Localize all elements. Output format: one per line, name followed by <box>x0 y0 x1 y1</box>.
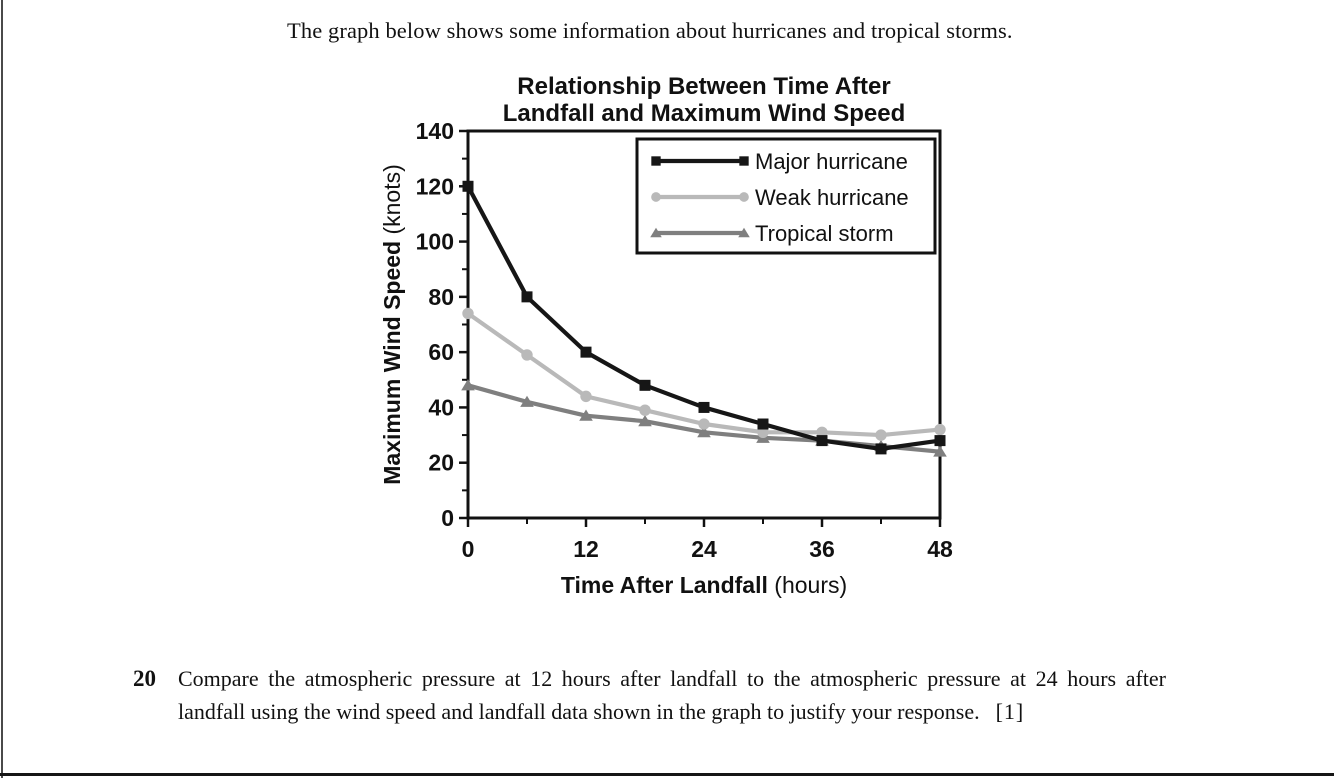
y-tick-label: 40 <box>428 394 454 420</box>
page-border-bottom <box>0 773 1334 776</box>
circle-marker <box>651 192 661 202</box>
square-marker <box>639 379 651 391</box>
square-marker <box>757 418 769 430</box>
x-tick-label: 12 <box>573 536 599 562</box>
page-border-left <box>1 0 3 778</box>
legend-item-tropical-storm: Tropical storm <box>650 221 894 246</box>
x-axis: 0 12 24 36 48 <box>462 518 953 562</box>
y-axis: 0 20 40 60 80 100 120 140 <box>416 118 468 531</box>
triangle-marker <box>697 426 711 438</box>
x-tick-label: 24 <box>691 536 717 562</box>
question-marks: [1] <box>995 699 1025 724</box>
triangle-marker <box>461 379 475 391</box>
x-tick-label: 36 <box>809 536 835 562</box>
series-weak-hurricane <box>462 307 946 441</box>
series-tropical-storm <box>461 379 947 457</box>
circle-marker <box>639 404 651 416</box>
square-marker <box>739 156 749 166</box>
chart-container: Relationship Between Time After Landfall … <box>370 60 990 620</box>
y-tick-label: 100 <box>416 229 454 255</box>
circle-marker <box>698 418 710 430</box>
legend-label: Weak hurricane <box>755 185 909 210</box>
x-tick-label: 48 <box>927 536 953 562</box>
wind-speed-chart: Relationship Between Time AfterLandfall … <box>379 73 953 598</box>
triangle-marker <box>638 415 652 427</box>
circle-marker <box>462 307 474 320</box>
circle-marker <box>739 192 749 202</box>
square-marker <box>816 435 828 447</box>
y-axis-label: Maximum Wind Speed (knots) <box>379 164 405 485</box>
question-text-body: Compare the atmospheric pressure at 12 h… <box>178 666 1166 724</box>
triangle-marker <box>520 395 534 407</box>
legend-label: Tropical storm <box>755 221 894 246</box>
square-marker <box>580 346 592 358</box>
question-text: Compare the atmospheric pressure at 12 h… <box>178 662 1166 728</box>
y-tick-label: 80 <box>428 284 454 310</box>
chart-title-line1: Relationship Between Time After <box>517 73 890 100</box>
y-tick-label: 60 <box>428 339 454 365</box>
legend: Major hurricane Weak hurricane Tropical st… <box>635 137 937 255</box>
triangle-marker <box>650 227 662 238</box>
question-number: 20 <box>133 666 156 691</box>
y-tick-label: 0 <box>441 505 454 531</box>
circle-marker <box>521 349 533 361</box>
x-tick-label: 0 <box>462 536 475 562</box>
legend-label: Major hurricane <box>755 149 908 174</box>
square-marker <box>875 443 887 455</box>
legend-item-major-hurricane: Major hurricane <box>651 149 908 174</box>
chart-title-line2: Landfall and Maximum Wind Speed <box>503 100 906 127</box>
y-tick-label: 120 <box>416 173 454 199</box>
square-marker <box>651 156 661 166</box>
circle-marker <box>580 390 592 403</box>
triangle-marker <box>933 445 947 457</box>
triangle-marker <box>738 227 750 238</box>
intro-text: The graph below shows some information a… <box>287 18 1013 43</box>
y-tick-label: 20 <box>428 450 454 476</box>
square-marker <box>521 291 533 303</box>
legend-item-weak-hurricane: Weak hurricane <box>651 185 909 210</box>
y-tick-label: 140 <box>416 118 454 144</box>
question-block: 20 Compare the atmospheric pressure at 1… <box>133 662 1168 728</box>
square-marker <box>934 435 946 447</box>
circle-marker <box>875 429 887 441</box>
circle-marker <box>934 423 946 436</box>
square-marker <box>462 180 474 192</box>
x-axis-label: Time After Landfall (hours) <box>561 572 847 598</box>
square-marker <box>698 401 710 413</box>
series-major-hurricane <box>462 180 946 455</box>
series-line <box>466 311 941 438</box>
triangle-marker <box>579 409 593 421</box>
